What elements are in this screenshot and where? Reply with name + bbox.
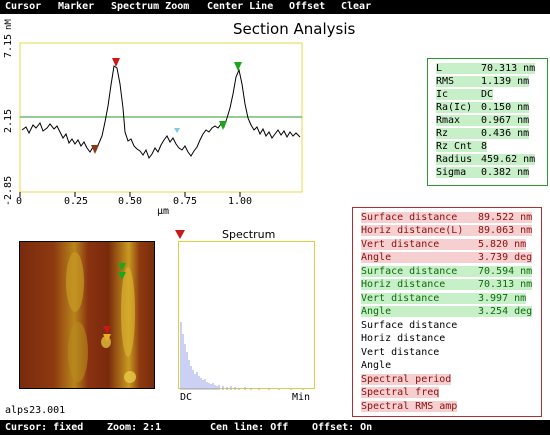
x-axis <box>19 192 241 197</box>
stat-row: Ra(Ic) 0.150 nm <box>436 102 530 113</box>
filename-label: alps23.001 <box>5 405 66 416</box>
spectrum-min-label: Min <box>292 392 311 403</box>
green-marker-top <box>234 62 242 71</box>
measurement-row: Spectral freq <box>361 387 440 398</box>
stat-row: Rz Cnt 8 <box>436 141 488 152</box>
red-marker-bottom <box>91 145 99 154</box>
status-zoom: Zoom: 2:1 <box>107 422 162 433</box>
cyan-marker <box>174 128 180 133</box>
spectrum-marker-icon <box>175 230 185 239</box>
stat-row: Radius 459.62 nm <box>436 154 536 165</box>
measurement-row: Angle <box>361 360 392 371</box>
stat-row: Rz 0.436 nm <box>436 128 530 139</box>
measurement-row: Horiz distance 70.313 nm <box>361 279 533 290</box>
measurement-row: Surface distance <box>361 320 458 331</box>
page-title: Section Analysis <box>233 20 356 38</box>
status-bar: Cursor: fixed Zoom: 2:1 Cen line: Off Of… <box>0 420 550 435</box>
menu-center-line[interactable]: Center Line <box>207 1 274 12</box>
x-unit-label: μm <box>157 206 170 217</box>
spectrum-bars <box>180 322 304 390</box>
stat-row: Ic DC <box>436 89 494 100</box>
x-tick-4: 1.00 <box>228 196 253 207</box>
red-marker-top <box>112 58 120 67</box>
measurement-row: Angle 3.739 deg <box>361 252 533 263</box>
spectrum-plot[interactable] <box>178 241 315 390</box>
menu-offset[interactable]: Offset <box>289 1 326 12</box>
x-tick-0: 0 <box>16 196 23 207</box>
green-marker-bottom <box>219 121 227 130</box>
measurement-row: Angle 3.254 deg <box>361 306 533 317</box>
image-green-marker-1 <box>118 263 126 271</box>
spectrum-dc-label: DC <box>180 392 193 403</box>
x-tick-2: 0.50 <box>118 196 143 207</box>
measurements-panel: Surface distance 89.522 nm Horiz distance… <box>352 207 542 417</box>
status-cen-line: Cen line: Off <box>210 422 289 433</box>
spectrum-title: Spectrum <box>222 228 276 241</box>
stat-row: Rmax 0.967 nm <box>436 115 530 126</box>
x-tick-1: 0.25 <box>64 196 89 207</box>
measurement-row: Surface distance 89.522 nm <box>361 212 533 223</box>
measurement-row: Spectral period <box>361 374 452 385</box>
afm-height-map <box>20 242 154 388</box>
stat-row: Sigma 0.382 nm <box>436 167 530 178</box>
measurement-row: Vert distance 3.997 nm <box>361 293 527 304</box>
measurement-row: Vert distance 5.820 nm <box>361 239 527 250</box>
menu-bar: Cursor Marker Spectrum Zoom Center Line … <box>0 0 550 14</box>
measurement-row: Vert distance <box>361 347 440 358</box>
image-green-marker-2 <box>118 272 126 280</box>
measurement-row: Horiz distance(L) 89.063 nm <box>361 225 533 236</box>
roughness-stats-panel: L 70.313 nm RMS 1.139 nm Ic DC Ra(Ic) 0.150 … <box>427 58 548 186</box>
menu-spectrum-zoom[interactable]: Spectrum Zoom <box>111 1 190 12</box>
status-offset: Offset: On <box>312 422 373 433</box>
measurement-row: Horiz distance <box>361 333 446 344</box>
afm-image[interactable] <box>19 241 155 389</box>
menu-cursor[interactable]: Cursor <box>5 1 42 12</box>
image-red-marker-2 <box>103 334 111 342</box>
menu-marker[interactable]: Marker <box>58 1 95 12</box>
stat-row: L 70.313 nm <box>436 63 536 74</box>
stat-row: RMS 1.139 nm <box>436 76 530 87</box>
profile-trace <box>21 65 301 160</box>
menu-clear[interactable]: Clear <box>341 1 372 12</box>
image-red-marker-1 <box>103 326 111 334</box>
x-tick-3: 0.75 <box>173 196 198 207</box>
measurement-row: Spectral RMS amp <box>361 401 458 412</box>
measurement-row: Surface distance 70.594 nm <box>361 266 533 277</box>
status-cursor: Cursor: fixed <box>5 422 84 433</box>
